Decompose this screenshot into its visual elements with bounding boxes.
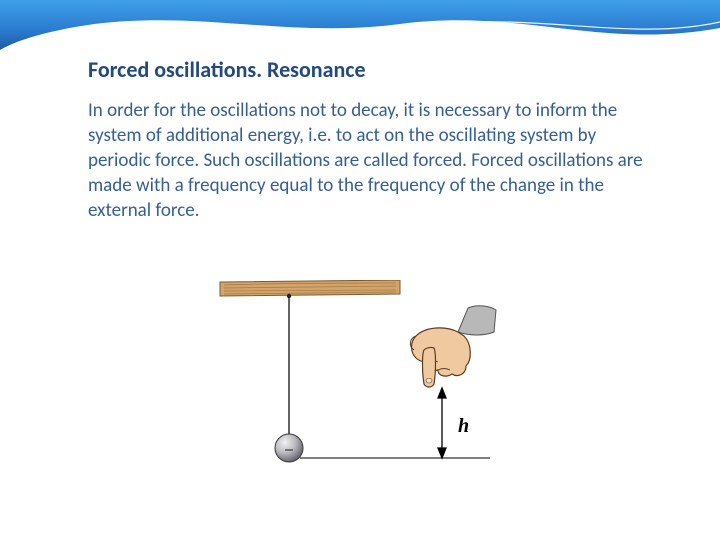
beam (220, 280, 400, 296)
body-paragraph: In order for the oscillations not to dec… (88, 98, 648, 223)
pendulum-diagram: h (210, 280, 510, 480)
knot (287, 294, 291, 298)
page-title: Forced oscillations. Resonance (88, 56, 366, 83)
height-arrow (438, 388, 446, 458)
hand-icon (410, 306, 496, 387)
height-label: h (458, 415, 469, 437)
pendulum-ball (275, 434, 303, 462)
